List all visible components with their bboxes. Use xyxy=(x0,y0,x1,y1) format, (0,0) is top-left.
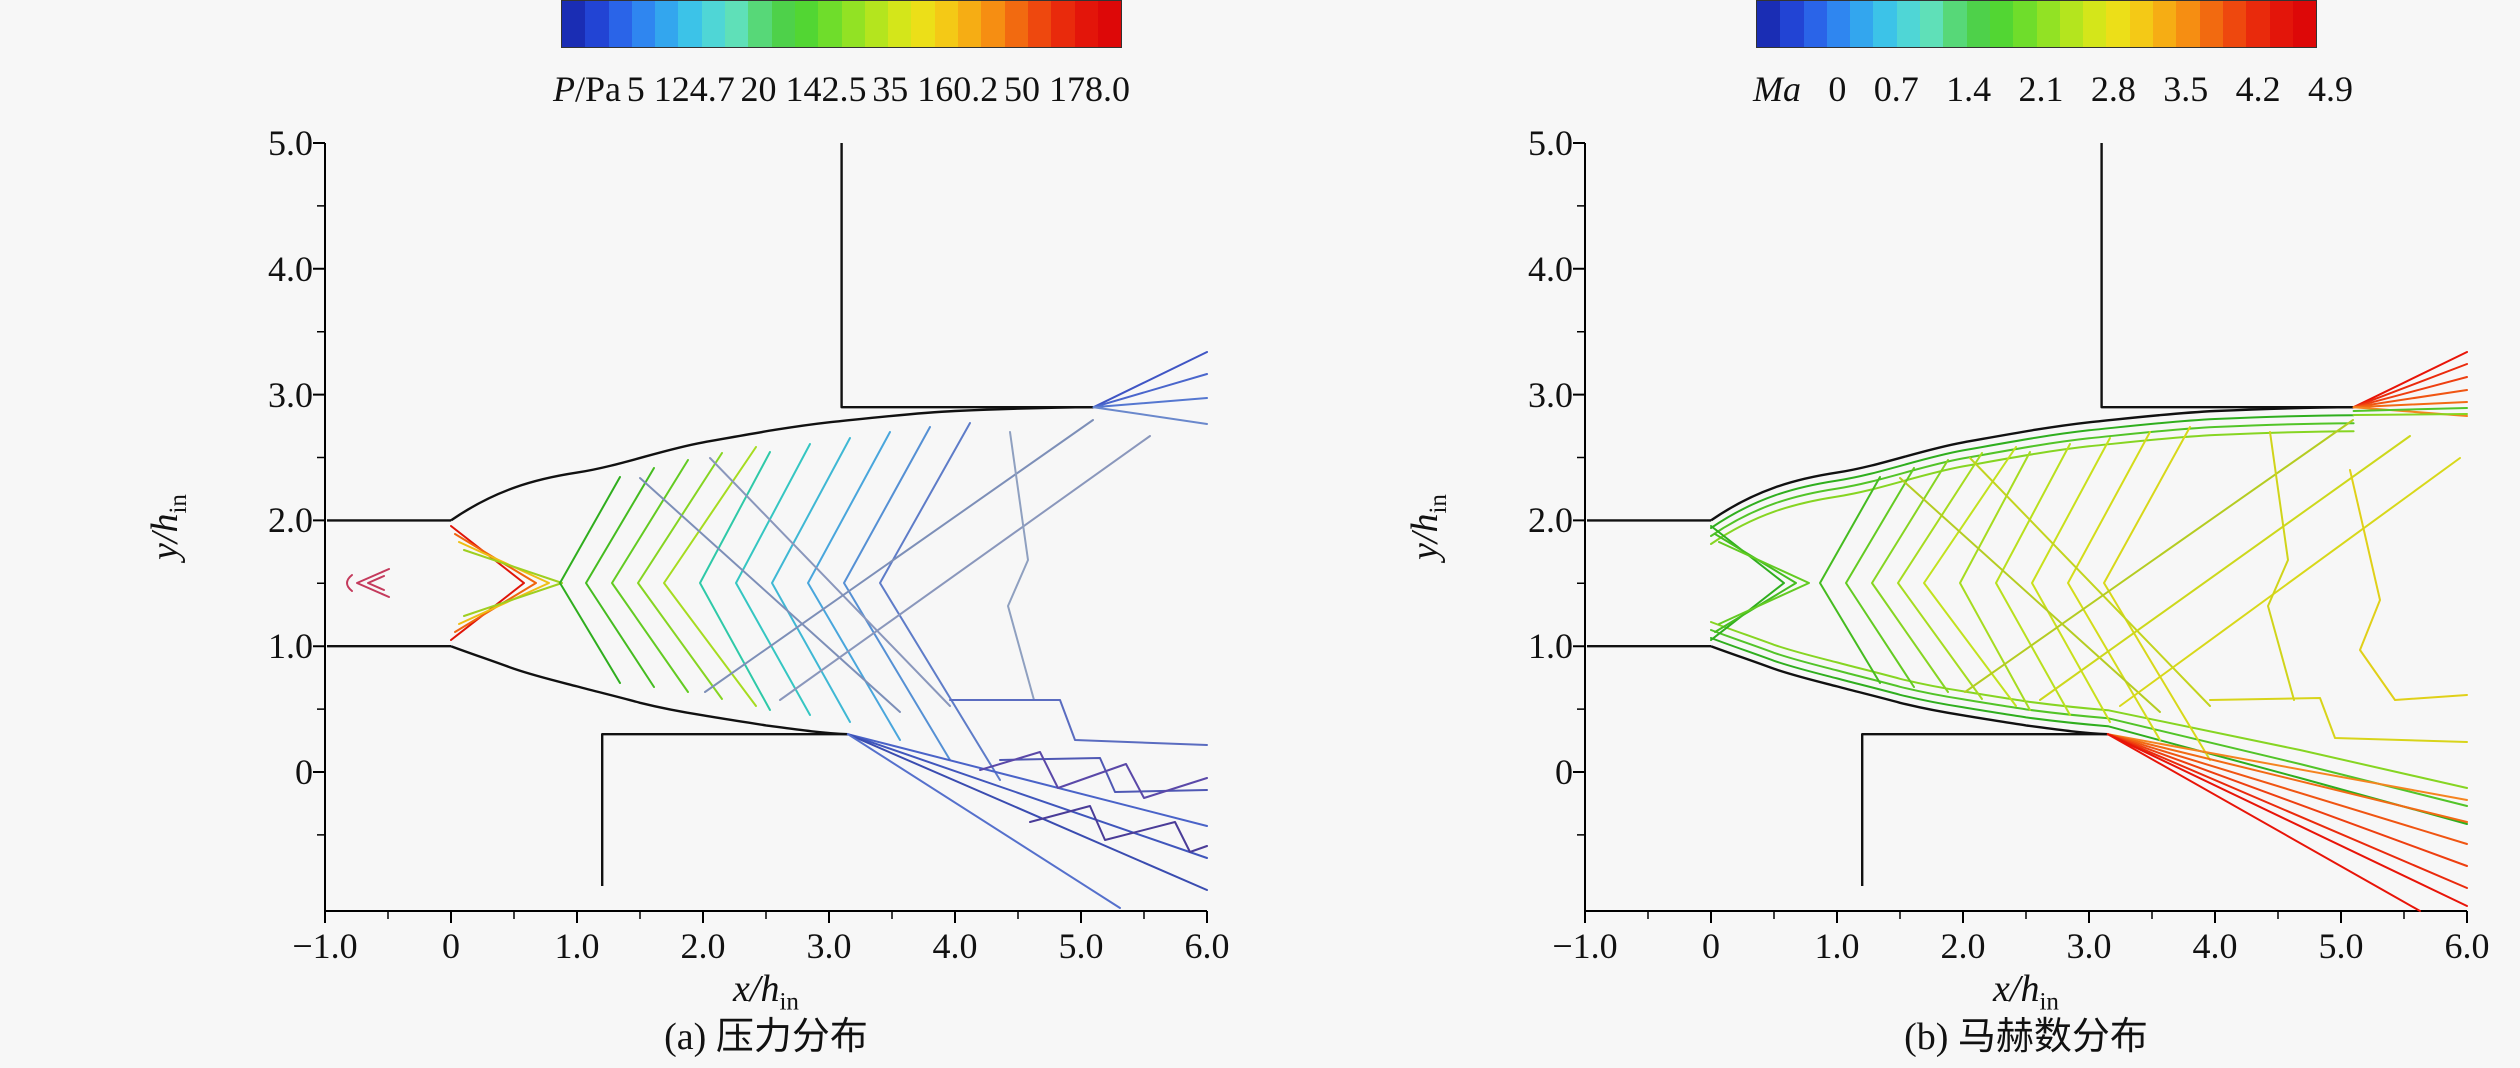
mach-colorbar xyxy=(1756,0,2317,48)
y-tick-label: 1.0 xyxy=(1528,626,1573,666)
x-tick-label: 3.0 xyxy=(806,926,852,966)
colorbar-tick-label: 20 142.5 xyxy=(740,69,867,109)
panel-caption: (a) 压力分布 xyxy=(664,1016,868,1058)
x-tick-label: 0 xyxy=(1702,926,1720,966)
y-tick-label: 3.0 xyxy=(1528,375,1573,415)
colorbar-tick-label: 0.7 xyxy=(1873,69,1919,109)
y-tick-label: 5.0 xyxy=(268,123,313,163)
colorbar-tick-label: 4.2 xyxy=(2235,69,2281,109)
colorbar-tick-label: 3.5 xyxy=(2163,69,2209,109)
y-tick-label: 3.0 xyxy=(268,375,313,415)
colorbar-tick-label: 1.4 xyxy=(1946,69,1992,109)
y-axis-variable: y/h xyxy=(1404,513,1447,560)
x-tick-label: 5.0 xyxy=(1058,926,1104,966)
panel-pressure-distribution: P/Pa 5 124.7 20 142.5 35 160.2 50 178.0 … xyxy=(143,0,1230,1058)
x-axis-label: x/hin xyxy=(1586,966,2466,1026)
colorbar-tick-label: 2.1 xyxy=(2018,69,2064,109)
x-tick-label: 2.0 xyxy=(680,926,726,966)
pressure-colorbar xyxy=(561,0,1122,48)
x-tick-label: 0 xyxy=(442,926,460,966)
pressure-unit-label: P/Pa xyxy=(553,66,621,112)
colorbar-tick-label: 4.9 xyxy=(2308,69,2353,109)
y-tick-label: 2.0 xyxy=(1528,500,1573,540)
y-tick-label: 0 xyxy=(295,752,313,792)
x-tick-label: 2.0 xyxy=(1940,926,1986,966)
colorbar-tick-label: 5 124.7 xyxy=(626,69,735,109)
pressure-colorbar-labels: P/Pa 5 124.7 20 142.5 35 160.2 50 178.0 xyxy=(553,66,1130,112)
y-axis-subscript: in xyxy=(164,494,192,514)
pressure-unit-symbol: P xyxy=(553,69,575,109)
y-axis-variable: y/h xyxy=(144,513,187,560)
x-axis-variable: x/h xyxy=(1993,968,2040,1010)
x-axis-variable: x/h xyxy=(733,968,780,1010)
x-tick-label: 1.0 xyxy=(554,926,600,966)
x-axis-label: x/hin xyxy=(326,966,1206,1026)
y-tick-label: 4.0 xyxy=(1528,249,1573,289)
y-tick-label: 2.0 xyxy=(268,500,313,540)
y-axis-label: y/hin xyxy=(1403,494,1453,560)
pressure-unit-rest: /Pa xyxy=(575,69,622,109)
x-tick-label: 3.0 xyxy=(2066,926,2112,966)
x-tick-label: −1.0 xyxy=(1552,926,1618,966)
x-axis-subscript: in xyxy=(779,988,799,1016)
x-tick-label: 6.0 xyxy=(1184,926,1230,966)
mach-colorbar-labels: Ma 0 0.7 1.4 2.1 2.8 3.5 4.2 4.9 xyxy=(1753,66,2353,112)
colorbar-tick-label: 0 xyxy=(1828,69,1847,109)
x-tick-label: 5.0 xyxy=(2318,926,2364,966)
y-tick-label: 0 xyxy=(1555,752,1573,792)
x-tick-label: 6.0 xyxy=(2444,926,2490,966)
x-tick-label: 4.0 xyxy=(2192,926,2238,966)
colorbar-tick-label: 35 160.2 xyxy=(872,69,999,109)
y-tick-label: 1.0 xyxy=(268,626,313,666)
x-axis-subscript: in xyxy=(2039,988,2059,1016)
colorbar-tick-label: 2.8 xyxy=(2090,69,2136,109)
x-tick-label: 1.0 xyxy=(1814,926,1860,966)
x-tick-label: 4.0 xyxy=(932,926,978,966)
y-axis-subscript: in xyxy=(1424,494,1452,514)
mach-unit-symbol: Ma xyxy=(1753,69,1801,109)
y-axis-label: y/hin xyxy=(143,494,193,560)
y-tick-label: 4.0 xyxy=(268,249,313,289)
colorbar-tick-label: 50 178.0 xyxy=(1003,69,1130,109)
y-tick-label: 5.0 xyxy=(1528,123,1573,163)
panel-mach-distribution: Ma 0 0.7 1.4 2.1 2.8 3.5 4.2 4.9 5.0 4.0… xyxy=(1260,0,2520,1068)
panel-caption: (b) 马赫数分布 xyxy=(1904,1016,2148,1058)
x-tick-label: −1.0 xyxy=(292,926,358,966)
mach-unit-label: Ma xyxy=(1753,66,1801,112)
